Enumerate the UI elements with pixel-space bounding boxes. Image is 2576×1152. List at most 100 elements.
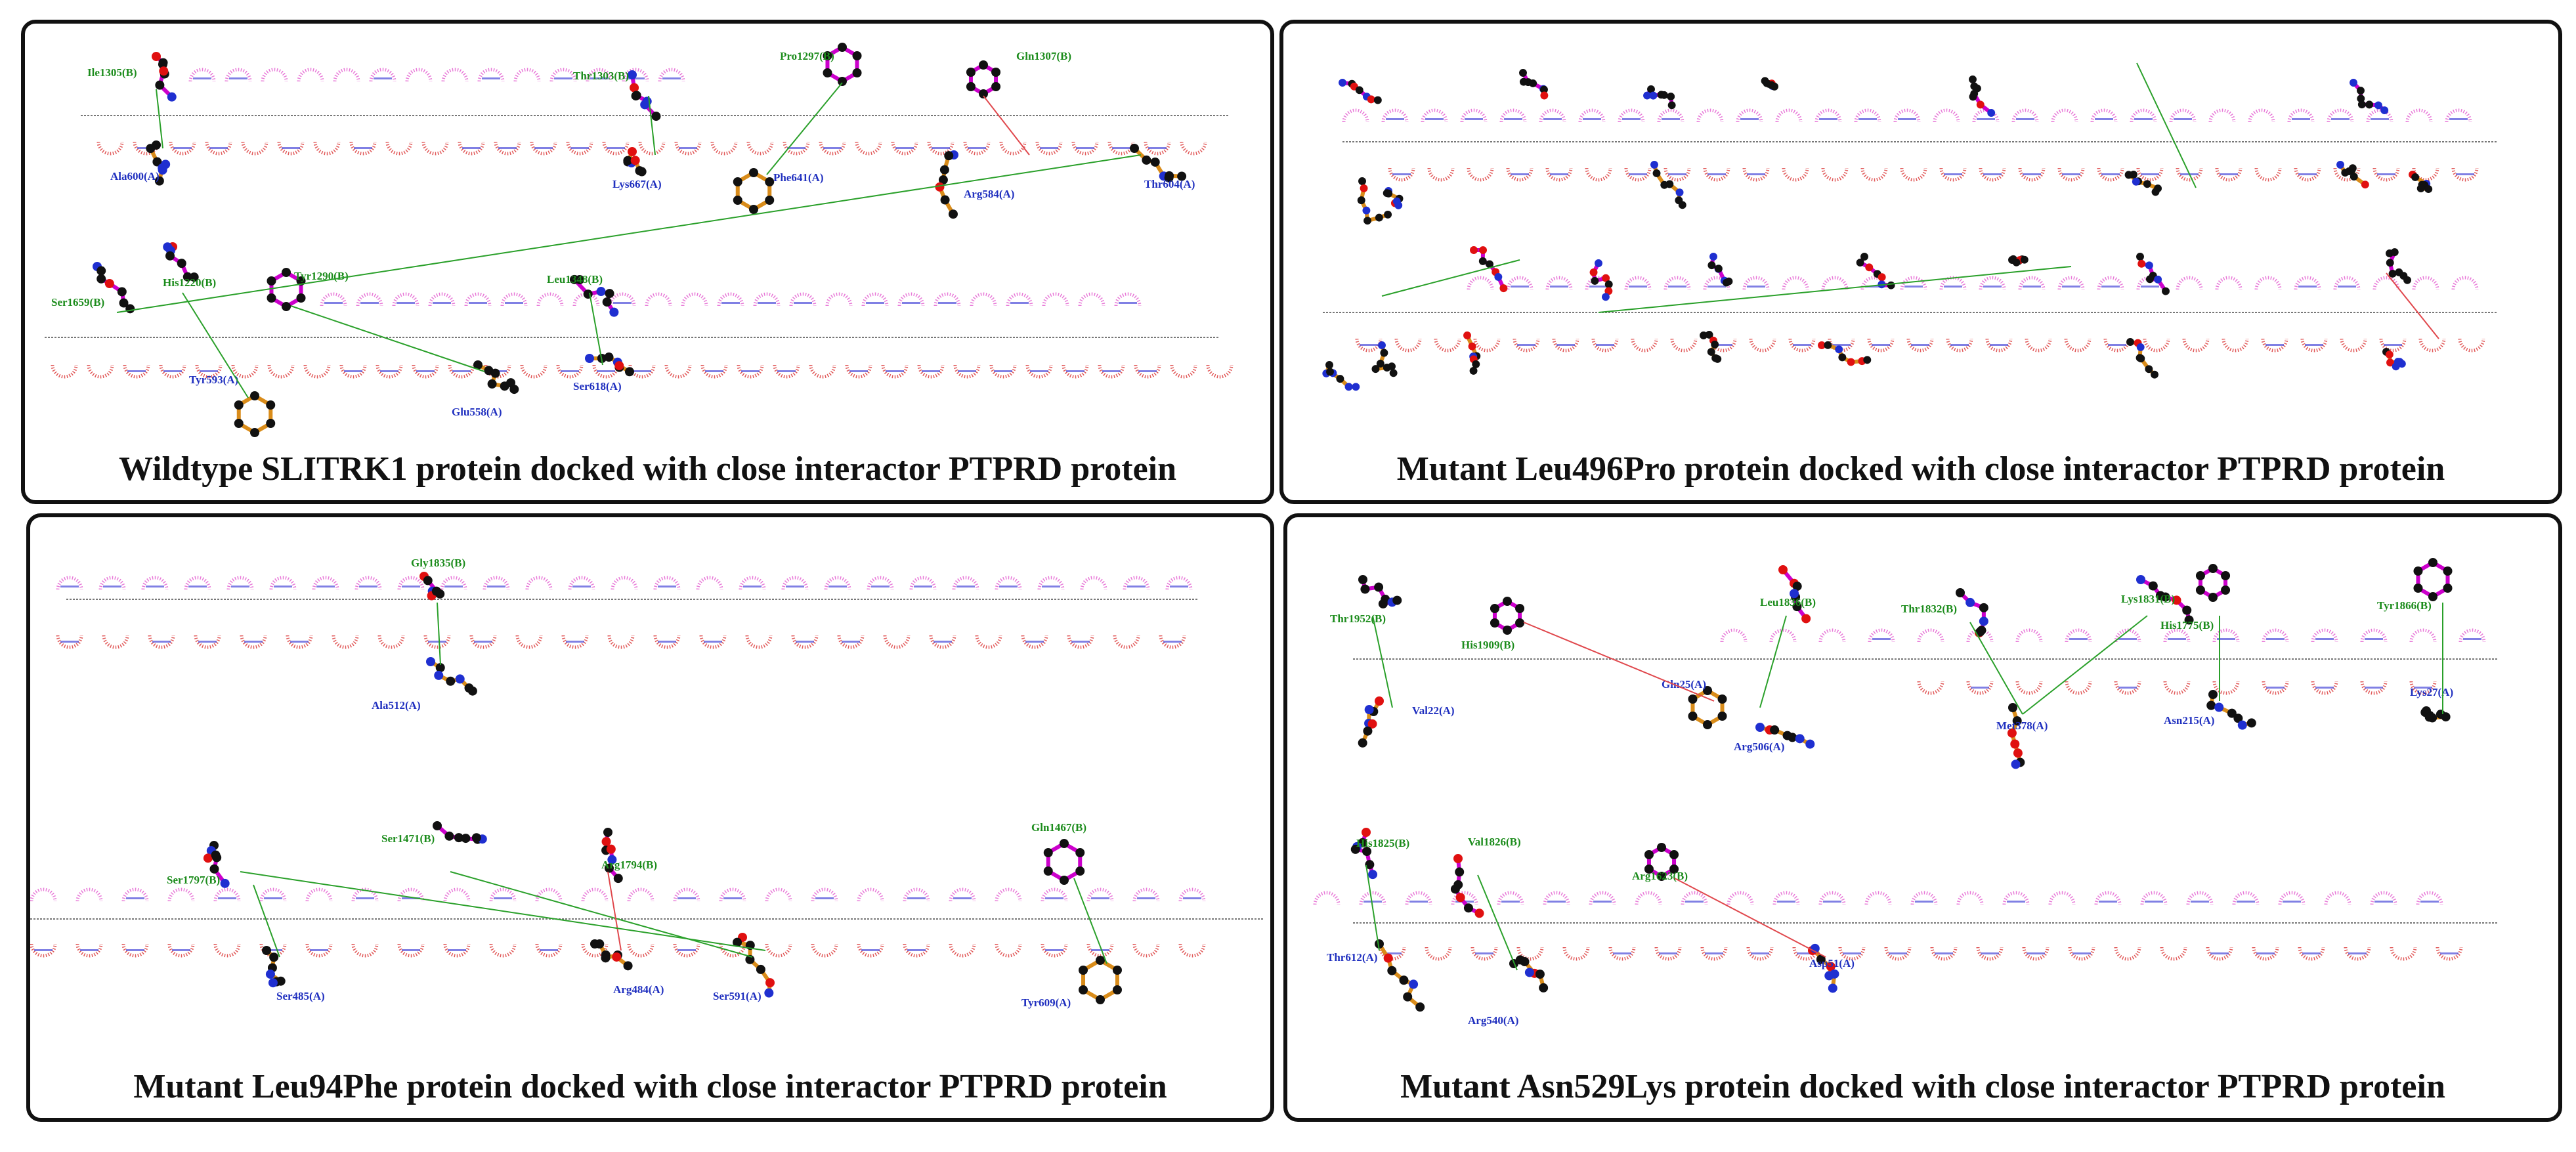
hydrophobic-arc [312,576,339,590]
interaction-line [648,95,656,156]
residue-label: Arg540(A) [1468,1014,1518,1027]
hydrophobic-arc [277,141,305,156]
atom [2137,259,2146,268]
residue-tag [1629,286,1647,288]
hydrophobic-arc [87,364,114,379]
hydrophobic-arc [1132,887,1160,902]
atom [2208,564,2218,573]
residue-tag [590,77,609,79]
residue-tag [2315,638,2334,640]
hydrophobic-arc [855,141,882,156]
atom [604,352,614,362]
hydrophobic-arc [2011,108,2039,123]
residue-label: Ser618(A) [573,380,622,393]
atom [2428,592,2437,601]
residue-molecule [1130,144,1187,182]
residue-tag [474,641,492,643]
atom [1717,694,1727,704]
atom [1096,995,1105,1004]
hydrophobic-arc [1078,292,1106,307]
hydrophobic-arc [1946,338,1973,352]
hydrophobic-arc [392,292,419,307]
residue-molecule [585,352,634,377]
hydrophobic-arc [267,364,295,379]
hydrophobic-arc [2002,891,2030,905]
hydrophobic-arc [1893,108,1921,123]
atom [2214,702,2224,712]
residue-tag [2298,286,2317,288]
atom [948,209,958,219]
atom [628,147,637,156]
residue-label: Tyr609(A) [1021,996,1071,1009]
residue-label: Arg1794(B) [601,859,657,871]
hydrophobic-arc [2252,947,2279,961]
hydrophobic-arc [1041,943,1068,958]
hydrophobic-arc [999,141,1027,156]
atom [2008,703,2017,712]
residue-tag [229,77,247,79]
hydrophobic-arc [857,887,884,902]
residue-label: Arg584(A) [964,188,1014,200]
hydrophobic-arc [1021,635,1048,649]
atom [2208,690,2218,699]
residue-tag [2371,118,2389,120]
residue-tag [209,147,228,149]
interaction-line [766,82,843,175]
hydrophobic-arc [2436,947,2463,961]
hydrophobic-arc [2287,108,2315,123]
hydrophobic-arc [1727,891,1754,905]
hydrophobic-arc [2412,276,2439,290]
residue-tag [2072,952,2091,954]
residue-tag [1685,901,1704,903]
atom [1709,253,1717,261]
residue-tag [1659,952,1677,954]
hydrophobic-arc [1427,167,1455,182]
hydrophobic-arc [995,576,1022,590]
residue-tag [1707,286,1726,288]
hydrophobic-arc [1516,947,1544,961]
hydrophobic-arc [2160,947,2187,961]
residue-tag [1543,118,1562,120]
atom [1378,599,1388,608]
atom [1778,565,1788,574]
hydrophobic-arc [2208,108,2236,123]
residue-tag [787,147,805,149]
atom [1788,733,1797,742]
atom [1339,79,1346,87]
residue-tag [2449,118,2468,120]
hydrophobic-arc [825,292,853,307]
hydrophobic-arc [2018,167,2046,182]
hydrophobic-arc [385,141,413,156]
hydrophobic-arc [561,635,589,649]
hydrophobic-arc [98,576,126,590]
residue-label: Met378(A) [1996,719,2048,732]
atom [938,175,948,185]
atom [1367,95,1375,104]
residue-tag [1066,370,1084,372]
hydrophobic-arc [1664,167,1691,182]
residue-tag [1010,302,1029,304]
residue-tag [34,949,53,951]
residue-molecule [2420,706,2451,723]
residue-molecule [569,274,619,317]
hydrophobic-arc [791,635,819,649]
residue-molecule [1707,253,1733,287]
hydrophobic-arc [903,887,930,902]
residue-tag [2027,952,2045,954]
residue-tag [2023,286,2041,288]
hydrophobic-arc [349,141,377,156]
residue-tag [1622,118,1641,120]
interaction-line [253,884,280,958]
hydrophobic-arc [2176,276,2203,290]
hydrophobic-arc [1405,891,1432,905]
residue-tag [842,641,860,643]
atom [852,51,862,60]
residue-tag [1127,586,1146,587]
aromatic-ring [234,391,276,437]
atom [1079,966,1088,975]
atom [1478,257,1487,265]
atom [2237,720,2247,730]
residue-tag [2283,901,2301,903]
hydrophobic-arc [1543,891,1570,905]
atom [433,821,442,830]
